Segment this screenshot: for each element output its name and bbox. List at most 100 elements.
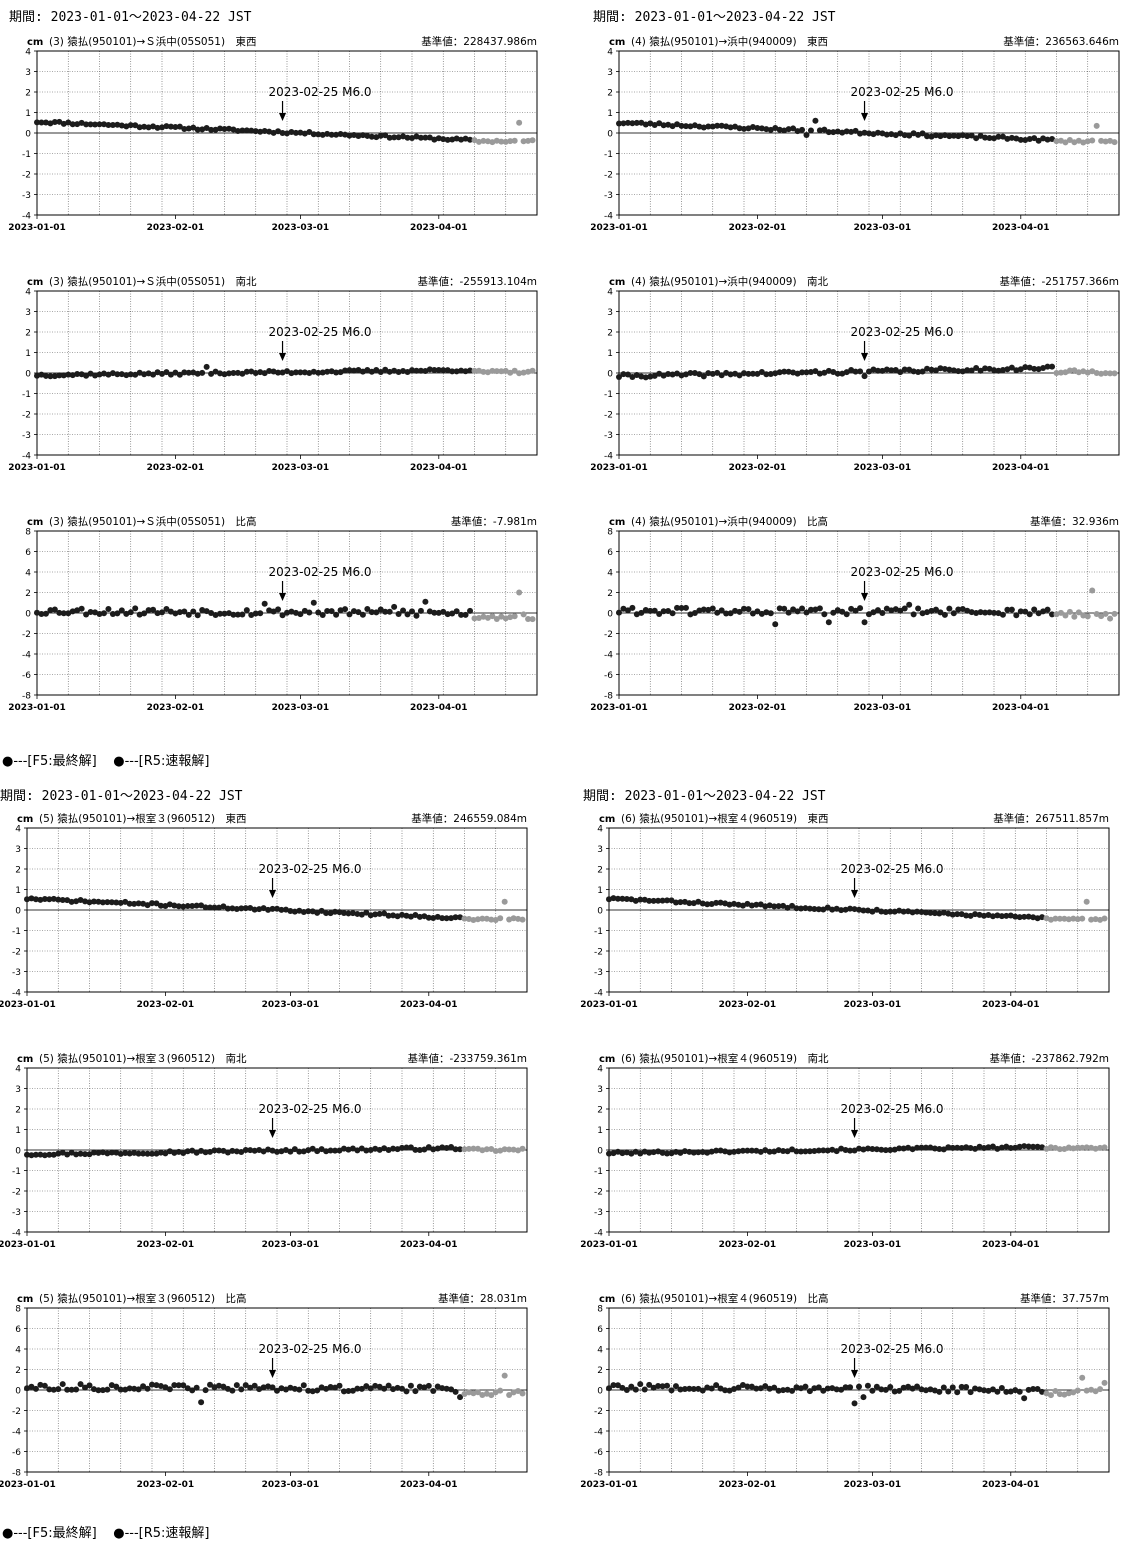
data-point-final bbox=[221, 371, 228, 378]
chart-title: (6) 猿払(950101)→根室４(960519) 南北 bbox=[621, 1052, 829, 1065]
data-point-final bbox=[135, 1386, 142, 1393]
data-point-final bbox=[417, 134, 424, 141]
data-point-rapid bbox=[1098, 137, 1105, 144]
data-point-final bbox=[136, 124, 143, 131]
data-point-final bbox=[145, 124, 152, 131]
data-point-final bbox=[936, 1388, 943, 1395]
data-point-final bbox=[247, 1384, 254, 1391]
data-point-rapid bbox=[1084, 138, 1091, 145]
data-point-final bbox=[723, 123, 730, 130]
data-point-final bbox=[704, 1149, 711, 1156]
data-point-final bbox=[958, 1145, 965, 1152]
data-point-final bbox=[449, 368, 456, 375]
y-tick-label: 2 bbox=[597, 1106, 603, 1116]
data-point-final bbox=[257, 369, 264, 376]
data-point-final bbox=[198, 1399, 205, 1406]
chart-panel: cm (6) 猿払(950101)→根室４(960519) 比高 基準値：37.75… bbox=[580, 1292, 1110, 1490]
data-point-rapid bbox=[497, 915, 504, 922]
data-point-final bbox=[104, 899, 111, 906]
data-point-final bbox=[954, 911, 961, 918]
data-point-final bbox=[695, 1149, 702, 1156]
data-point-final bbox=[404, 611, 411, 618]
data-point-final bbox=[869, 1387, 876, 1394]
data-point-final bbox=[95, 1149, 102, 1156]
data-point-final bbox=[986, 135, 993, 142]
data-point-final bbox=[449, 610, 456, 617]
data-point-rapid bbox=[1071, 613, 1078, 620]
data-point-final bbox=[624, 119, 631, 126]
data-point-rapid bbox=[511, 137, 518, 144]
data-point-final bbox=[230, 370, 237, 377]
data-point-final bbox=[896, 1387, 903, 1394]
data-point-final bbox=[789, 1387, 796, 1394]
data-point-final bbox=[753, 1385, 760, 1392]
data-point-final bbox=[47, 373, 54, 380]
data-point-final bbox=[448, 1386, 455, 1393]
data-point-rapid bbox=[1111, 610, 1118, 617]
data-point-rapid bbox=[1053, 370, 1060, 377]
data-point-rapid bbox=[1070, 1145, 1077, 1152]
data-point-final bbox=[763, 371, 770, 378]
data-point-final bbox=[843, 369, 850, 376]
data-point-final bbox=[879, 610, 886, 617]
unit-label: cm bbox=[609, 517, 625, 528]
data-point-final bbox=[736, 372, 743, 379]
data-point-final bbox=[1035, 137, 1042, 144]
data-point-final bbox=[37, 1381, 44, 1388]
data-point-rapid bbox=[529, 137, 536, 144]
data-point-final bbox=[92, 121, 99, 128]
data-point-final bbox=[745, 606, 752, 613]
y-tick-label: -2 bbox=[594, 1188, 603, 1198]
chart-panel: cm (6) 猿払(950101)→根室４(960519) 東西 基準値：26751… bbox=[580, 812, 1110, 1010]
data-point-final bbox=[874, 129, 881, 136]
data-point-final bbox=[309, 1145, 316, 1152]
data-point-final bbox=[664, 1150, 671, 1157]
data-point-final bbox=[108, 1149, 115, 1156]
y-tick-label: -6 bbox=[604, 671, 613, 681]
legend-rapid: ●---[R5:速報解] bbox=[113, 754, 210, 769]
data-point-final bbox=[998, 1385, 1005, 1392]
data-point-final bbox=[763, 126, 770, 133]
data-point-final bbox=[924, 133, 931, 140]
data-point-final bbox=[51, 373, 58, 380]
data-point-final bbox=[306, 128, 313, 135]
data-point-final bbox=[243, 127, 250, 134]
data-point-final bbox=[842, 1384, 849, 1391]
data-point-final bbox=[354, 910, 361, 917]
data-point-final bbox=[32, 896, 39, 903]
data-point-final bbox=[870, 609, 877, 616]
data-point-final bbox=[126, 1385, 133, 1392]
data-point-final bbox=[619, 1150, 626, 1157]
reference-value: 基準値：-7.981m bbox=[451, 515, 537, 528]
x-tick-label: 2023-02-01 bbox=[147, 703, 205, 713]
data-point-rapid bbox=[474, 1389, 481, 1396]
data-point-final bbox=[315, 369, 322, 376]
data-point-final bbox=[467, 367, 474, 374]
data-point-rapid bbox=[1071, 367, 1078, 374]
data-point-final bbox=[221, 610, 228, 617]
x-tick-label: 2023-01-01 bbox=[580, 1000, 638, 1010]
data-point-final bbox=[936, 1146, 943, 1153]
period-label: 期間: 2023-01-01～2023-04-22 JST bbox=[593, 10, 836, 25]
data-point-final bbox=[860, 1394, 867, 1401]
data-point-final bbox=[274, 1148, 280, 1155]
data-point-final bbox=[358, 1385, 365, 1392]
y-tick-label: -4 bbox=[604, 212, 613, 222]
data-point-final bbox=[749, 370, 756, 377]
data-point-final bbox=[47, 607, 54, 614]
data-point-final bbox=[998, 913, 1005, 920]
x-tick-label: 2023-04-01 bbox=[992, 223, 1050, 233]
data-point-rapid bbox=[1053, 138, 1060, 145]
event-arrow-head bbox=[861, 593, 869, 601]
y-tick-label: 3 bbox=[15, 845, 21, 855]
x-tick-label: 2023-03-01 bbox=[272, 223, 330, 233]
event-label: 2023-02-25 M6.0 bbox=[259, 1342, 362, 1356]
data-point-final bbox=[324, 130, 331, 137]
data-point-rapid bbox=[1092, 1145, 1099, 1152]
data-point-final bbox=[891, 1388, 898, 1395]
data-point-final bbox=[104, 1150, 111, 1157]
data-point-final bbox=[629, 373, 636, 380]
data-point-rapid bbox=[497, 1387, 504, 1394]
data-point-rapid bbox=[516, 119, 523, 126]
data-point-final bbox=[425, 914, 432, 921]
